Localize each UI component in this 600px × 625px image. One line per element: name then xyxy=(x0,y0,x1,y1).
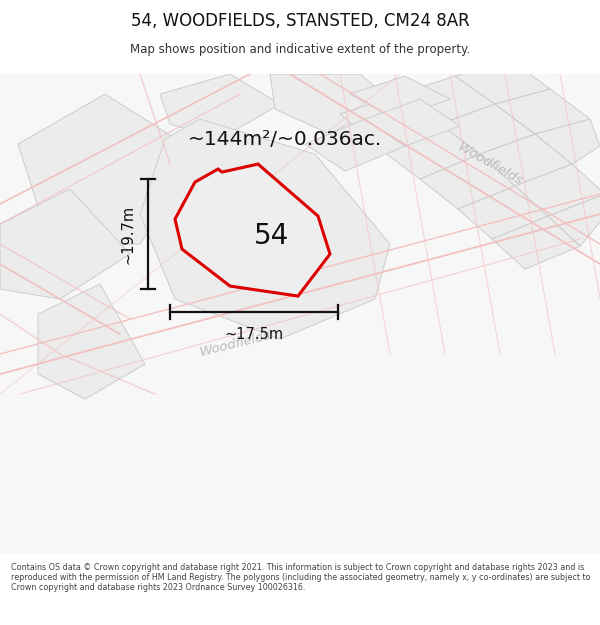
Polygon shape xyxy=(380,124,480,179)
Polygon shape xyxy=(175,164,330,296)
Text: 54: 54 xyxy=(254,222,290,250)
Polygon shape xyxy=(340,94,440,149)
Polygon shape xyxy=(0,189,130,299)
Polygon shape xyxy=(0,74,600,554)
Polygon shape xyxy=(160,74,280,139)
Text: ~19.7m: ~19.7m xyxy=(121,204,136,264)
Polygon shape xyxy=(270,74,390,134)
Text: Map shows position and indicative extent of the property.: Map shows position and indicative extent… xyxy=(130,42,470,56)
Polygon shape xyxy=(305,119,405,171)
Polygon shape xyxy=(350,76,450,119)
Text: Woodfields: Woodfields xyxy=(455,140,525,188)
Polygon shape xyxy=(458,186,548,239)
Polygon shape xyxy=(440,104,535,154)
Text: 54, WOODFIELDS, STANSTED, CM24 8AR: 54, WOODFIELDS, STANSTED, CM24 8AR xyxy=(131,12,469,30)
Text: Woodfields: Woodfields xyxy=(198,329,272,359)
Text: Contains OS data © Crown copyright and database right 2021. This information is : Contains OS data © Crown copyright and d… xyxy=(11,562,590,592)
Polygon shape xyxy=(495,89,590,134)
Polygon shape xyxy=(400,76,495,124)
Polygon shape xyxy=(365,99,460,146)
Polygon shape xyxy=(420,154,515,209)
Polygon shape xyxy=(38,284,145,399)
Polygon shape xyxy=(18,94,200,244)
Polygon shape xyxy=(480,134,572,186)
Text: ~144m²/~0.036ac.: ~144m²/~0.036ac. xyxy=(188,129,382,149)
Polygon shape xyxy=(492,216,580,269)
Polygon shape xyxy=(515,164,600,216)
Polygon shape xyxy=(455,59,550,104)
Polygon shape xyxy=(535,119,600,164)
Polygon shape xyxy=(548,194,600,246)
Polygon shape xyxy=(140,119,390,339)
Text: ~17.5m: ~17.5m xyxy=(224,327,284,342)
